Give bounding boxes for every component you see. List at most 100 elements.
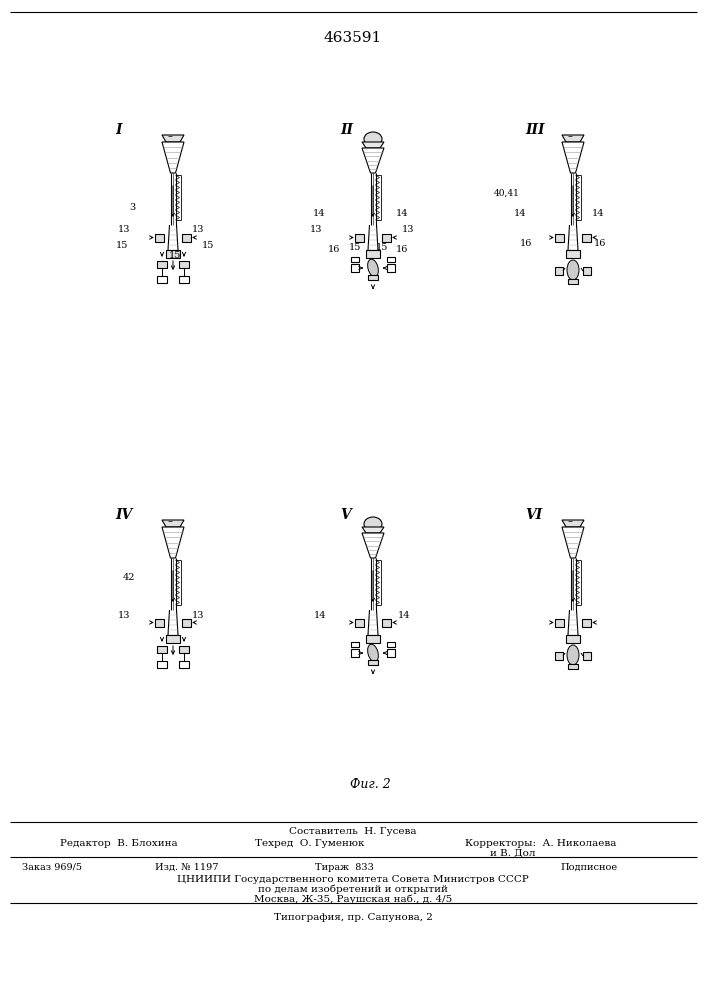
Text: 13: 13 — [117, 226, 130, 234]
Bar — [355, 233, 364, 241]
Ellipse shape — [364, 132, 382, 146]
Text: 13: 13 — [117, 610, 130, 619]
Ellipse shape — [368, 644, 378, 662]
Bar — [568, 664, 578, 669]
Bar — [351, 257, 359, 262]
Bar — [566, 635, 580, 643]
Text: 14: 14 — [592, 209, 604, 218]
Text: 14: 14 — [398, 610, 410, 619]
Bar — [366, 250, 380, 258]
Text: II: II — [340, 123, 353, 137]
Bar — [368, 660, 378, 665]
Text: по делам изобретений и открытий: по делам изобретений и открытий — [258, 884, 448, 894]
Text: 14: 14 — [313, 610, 326, 619]
Polygon shape — [362, 142, 384, 148]
Text: I: I — [115, 123, 122, 137]
Text: 13: 13 — [402, 226, 414, 234]
Bar — [366, 635, 380, 643]
Text: 16: 16 — [396, 245, 408, 254]
Text: 3: 3 — [129, 202, 135, 212]
Bar — [179, 275, 189, 282]
Text: 40,41: 40,41 — [494, 188, 520, 198]
Text: Техред  О. Гуменюк: Техред О. Гуменюк — [255, 838, 365, 848]
Bar — [157, 660, 167, 668]
Bar — [555, 267, 563, 275]
Polygon shape — [562, 142, 584, 173]
Ellipse shape — [567, 260, 579, 280]
Text: Составитель  Н. Гусева: Составитель Н. Гусева — [289, 826, 416, 836]
Text: 13: 13 — [310, 226, 322, 234]
Bar — [166, 250, 180, 258]
Bar — [179, 646, 189, 652]
Polygon shape — [362, 533, 384, 558]
Text: и В. Дол: и В. Дол — [490, 848, 535, 857]
Bar — [566, 250, 580, 258]
Text: Подписное: Подписное — [560, 862, 617, 871]
Text: Тираж  833: Тираж 833 — [315, 862, 374, 871]
Polygon shape — [162, 135, 184, 142]
Bar — [387, 257, 395, 262]
Text: VI: VI — [525, 508, 542, 522]
Polygon shape — [362, 527, 384, 533]
Polygon shape — [562, 527, 584, 558]
Bar — [568, 279, 578, 284]
Text: 16: 16 — [520, 238, 532, 247]
Bar — [157, 646, 167, 652]
Bar — [555, 233, 564, 241]
Text: V: V — [340, 508, 351, 522]
Ellipse shape — [368, 259, 378, 277]
Text: Фиг. 2: Фиг. 2 — [350, 778, 390, 792]
Bar — [351, 264, 359, 272]
Text: III: III — [525, 123, 544, 137]
Bar — [582, 233, 591, 241]
Bar — [583, 267, 591, 275]
Bar — [182, 618, 191, 626]
Bar — [166, 635, 180, 643]
Ellipse shape — [567, 645, 579, 665]
Bar — [387, 642, 395, 647]
Bar — [387, 649, 395, 657]
Text: 463591: 463591 — [324, 31, 382, 45]
Bar — [182, 233, 191, 241]
Text: Редактор  В. Блохина: Редактор В. Блохина — [60, 838, 177, 848]
Bar — [368, 275, 378, 280]
Bar — [157, 260, 167, 267]
Text: Корректоры:  А. Николаева: Корректоры: А. Николаева — [465, 838, 617, 848]
Text: Изд. № 1197: Изд. № 1197 — [155, 862, 218, 871]
Bar — [555, 652, 563, 660]
Text: 14: 14 — [513, 209, 526, 218]
Bar — [155, 233, 164, 241]
Text: 14: 14 — [312, 209, 325, 218]
Bar — [382, 618, 391, 626]
Text: Москва, Ж-35, Раушская наб., д. 4/5: Москва, Ж-35, Раушская наб., д. 4/5 — [254, 894, 452, 904]
Bar — [582, 618, 591, 626]
Text: 13: 13 — [192, 610, 204, 619]
Bar — [387, 264, 395, 272]
Bar — [179, 260, 189, 267]
Polygon shape — [162, 527, 184, 558]
Polygon shape — [162, 142, 184, 173]
Bar — [555, 618, 564, 626]
Bar — [179, 660, 189, 668]
Polygon shape — [562, 135, 584, 142]
Text: IV: IV — [115, 508, 132, 522]
Text: 15: 15 — [376, 242, 388, 251]
Polygon shape — [362, 148, 384, 173]
Polygon shape — [162, 520, 184, 527]
Text: 15: 15 — [169, 250, 181, 259]
Text: 15: 15 — [116, 240, 128, 249]
Text: 16: 16 — [594, 238, 606, 247]
Ellipse shape — [364, 517, 382, 531]
Text: 16: 16 — [327, 245, 340, 254]
Text: Заказ 969/5: Заказ 969/5 — [22, 862, 82, 871]
Text: 15: 15 — [349, 242, 361, 251]
Text: ЦНИИПИ Государственного комитета Совета Министров СССР: ЦНИИПИ Государственного комитета Совета … — [177, 874, 529, 884]
Bar — [355, 618, 364, 626]
Bar — [157, 275, 167, 282]
Text: Типография, пр. Сапунова, 2: Типография, пр. Сапунова, 2 — [274, 912, 433, 922]
Bar — [583, 652, 591, 660]
Bar — [382, 233, 391, 241]
Text: 14: 14 — [396, 209, 408, 218]
Bar — [351, 649, 359, 657]
Text: 13: 13 — [192, 226, 204, 234]
